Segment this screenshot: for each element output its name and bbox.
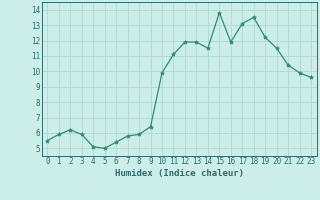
X-axis label: Humidex (Indice chaleur): Humidex (Indice chaleur) — [115, 169, 244, 178]
